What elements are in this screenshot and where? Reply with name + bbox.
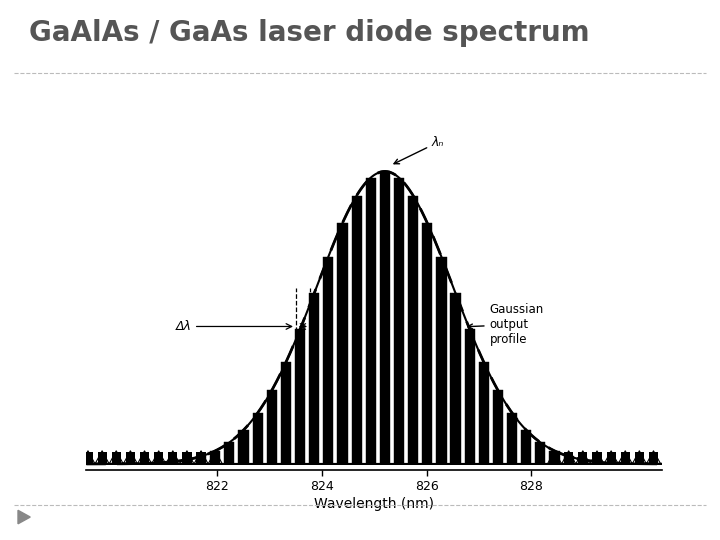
Bar [97,453,107,464]
Bar [196,456,206,464]
Bar [578,453,588,464]
Bar [436,257,446,464]
Bar [197,453,206,464]
X-axis label: Wavelength (nm): Wavelength (nm) [315,497,434,511]
Bar [84,453,93,464]
Bar [126,453,135,464]
Bar [338,223,348,464]
Bar [266,390,277,464]
Bar [422,223,433,464]
Bar [635,453,644,464]
Bar [112,453,121,464]
Bar [479,362,489,464]
Bar [351,195,361,464]
Bar [309,293,319,464]
Bar [564,453,573,464]
Bar [592,462,602,464]
Bar [168,462,178,464]
Bar [366,178,376,464]
Bar [394,178,404,464]
Bar [408,195,418,464]
Bar [606,463,616,464]
Bar [154,453,163,464]
Text: Δλ: Δλ [176,320,192,333]
Bar [621,453,630,464]
Bar [140,463,150,464]
Bar [323,257,333,464]
Text: GaAlAs / GaAs laser diode spectrum: GaAlAs / GaAs laser diode spectrum [29,19,590,47]
Bar [606,453,616,464]
Bar [210,451,220,464]
Text: Gaussian
output
profile: Gaussian output profile [468,303,544,346]
Bar [521,430,531,464]
Bar [238,430,248,464]
Bar [549,451,559,464]
Bar [182,453,192,464]
Bar [577,460,588,464]
Bar [535,442,546,464]
Bar [593,453,601,464]
Bar [281,362,291,464]
Bar [379,172,390,464]
Bar [620,463,630,464]
Bar [211,453,220,464]
Bar [153,463,163,464]
Bar [295,329,305,464]
Bar [224,442,235,464]
Bar [182,460,192,464]
Bar [253,413,263,464]
Bar [464,329,474,464]
Bar [493,390,503,464]
Bar [168,453,177,464]
Bar [550,453,559,464]
Text: λₙ: λₙ [394,136,444,164]
Bar [649,453,658,464]
Bar [564,456,574,464]
Bar [140,453,149,464]
Bar [451,293,461,464]
Bar [507,413,517,464]
